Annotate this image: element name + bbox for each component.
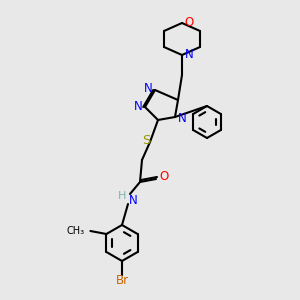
Text: N: N [144, 82, 152, 94]
Text: CH₃: CH₃ [66, 226, 84, 236]
Text: Br: Br [116, 274, 129, 287]
Text: N: N [184, 49, 194, 62]
Text: O: O [184, 16, 194, 29]
Text: O: O [159, 169, 169, 182]
Text: H: H [118, 191, 126, 201]
Text: N: N [178, 112, 186, 125]
Text: N: N [129, 194, 137, 206]
Text: N: N [134, 100, 142, 113]
Text: S: S [142, 134, 150, 146]
